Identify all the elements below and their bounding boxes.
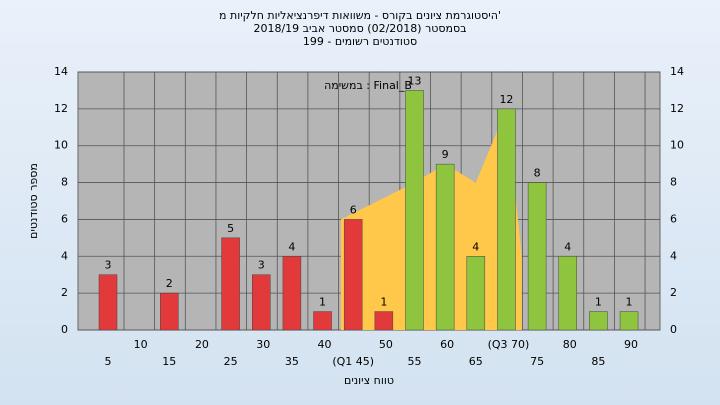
data-label: 9 — [442, 148, 449, 161]
y2-tick-label: 0 — [670, 323, 677, 336]
bar — [343, 219, 363, 331]
data-label: 3 — [105, 259, 112, 272]
data-label: 12 — [499, 93, 513, 106]
y-axis-label: מספר סטודנטים — [27, 163, 40, 239]
data-label: 1 — [595, 296, 602, 309]
bar — [313, 311, 332, 331]
bar — [374, 311, 394, 331]
x-tick-label: 40 — [318, 338, 332, 351]
bar — [98, 274, 118, 331]
y-tick-label: 10 — [54, 139, 68, 152]
y2-tick-label: 2 — [670, 286, 677, 299]
y-tick-label: 4 — [61, 249, 68, 262]
y-tick-label: 8 — [61, 176, 68, 189]
chart-title: היסטוגרמת ציונים בקורס - משוואות דיפרנצי… — [219, 9, 501, 22]
x-tick-label: 55 — [408, 355, 422, 368]
chart-subtitle: סטודנטים רשומים - 199 — [303, 35, 417, 48]
data-label: 1 — [626, 296, 633, 309]
bar — [435, 163, 455, 331]
y-tick-label: 14 — [54, 65, 68, 78]
x-tick-label: 5 — [105, 355, 112, 368]
x-tick-label: 65 — [469, 355, 483, 368]
y-tick-label: 0 — [61, 323, 68, 336]
y2-tick-label: 14 — [670, 65, 684, 78]
data-label: 8 — [534, 167, 541, 180]
data-label: 1 — [380, 296, 387, 309]
data-label: 3 — [258, 259, 265, 272]
data-label: 4 — [472, 240, 479, 253]
bar — [497, 108, 516, 331]
bar — [589, 311, 608, 331]
x-tick-label: 35 — [285, 355, 299, 368]
y2-tick-label: 10 — [670, 139, 684, 152]
bar — [221, 237, 240, 331]
y-tick-label: 12 — [54, 102, 68, 115]
bar — [558, 256, 577, 331]
x-tick-label: 50 — [379, 338, 393, 351]
x-tick-label: 15 — [162, 355, 176, 368]
x-tick-label: 20 — [195, 338, 209, 351]
y-tick-label: 2 — [61, 286, 68, 299]
data-label: 13 — [408, 74, 422, 87]
data-label: 5 — [227, 222, 234, 235]
annotation: במשימה : Final_B — [324, 79, 412, 92]
data-label: 4 — [288, 240, 295, 253]
y2-tick-label: 12 — [670, 102, 684, 115]
bar — [527, 182, 547, 331]
x-tick-label: 85 — [591, 355, 605, 368]
data-label: 2 — [166, 277, 173, 290]
x-tick-label: (Q1 45) — [332, 355, 374, 368]
x-tick-label: 90 — [624, 338, 638, 351]
y2-tick-label: 6 — [670, 212, 677, 225]
y2-tick-label: 8 — [670, 176, 677, 189]
x-tick-label: 10 — [134, 338, 148, 351]
bar — [252, 274, 271, 331]
x-tick-label: (Q3 70) — [488, 338, 530, 351]
x-axis-label: טווח ציונים — [344, 374, 394, 387]
bar — [405, 90, 424, 331]
y2-tick-label: 4 — [670, 249, 677, 262]
bar — [282, 256, 302, 331]
data-label: 1 — [319, 296, 326, 309]
bar — [466, 256, 486, 331]
bar — [619, 311, 639, 331]
chart-subtitle: בסמסטר (02/2018) סמסטר אביב 2018/19 — [253, 22, 466, 35]
x-tick-label: 30 — [256, 338, 270, 351]
bar — [160, 292, 179, 331]
x-tick-label: 75 — [530, 355, 544, 368]
x-tick-label: 60 — [440, 338, 454, 351]
x-tick-label: 25 — [224, 355, 238, 368]
data-label: 6 — [350, 203, 357, 216]
x-tick-label: 80 — [563, 338, 577, 351]
y-tick-label: 6 — [61, 212, 68, 225]
data-label: 4 — [564, 240, 571, 253]
